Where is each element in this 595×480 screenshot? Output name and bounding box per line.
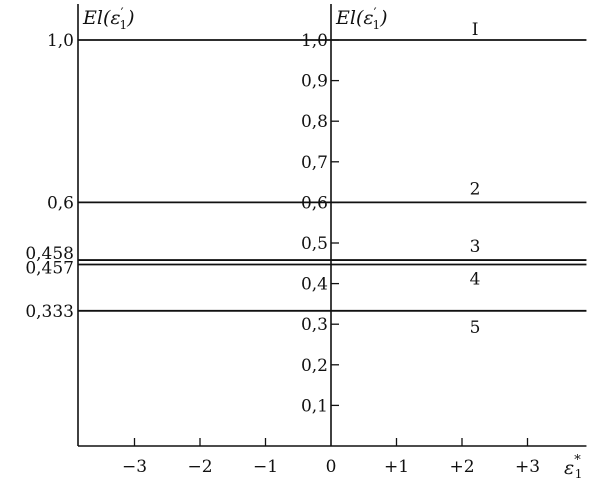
x-tick-label-7: +3 [515, 457, 540, 477]
series-label-1: I [472, 20, 479, 40]
y-tick-label-6: 0,5 [301, 234, 328, 254]
left-y-axis-title: El(ε′ 1) [82, 6, 135, 32]
left-value-label-5: 0,333 [25, 302, 74, 322]
x-axis-title: ε* 1 [564, 453, 582, 480]
y-tick-label-5: 0,6 [301, 193, 328, 213]
y-tick-label-10: 0,1 [301, 396, 328, 416]
x-tick-label-2: −2 [187, 457, 212, 477]
left-value-label-4: 0,457 [25, 258, 74, 278]
x-tick-label-5: +1 [384, 457, 409, 477]
y-tick-label-8: 0,3 [301, 315, 328, 335]
center-y-axis-title: El(ε′ 1) [335, 6, 388, 32]
axis-ticks [133, 39, 529, 446]
axis-labels: I 2 3 4 5 1,0 0,9 0,8 0,7 0,6 0,5 0,4 0,3 0,2 0,1 1,0 0,… [25, 6, 582, 480]
x-tick-label-3: −1 [253, 457, 278, 477]
series-label-5: 5 [470, 318, 481, 338]
x-tick-label-1: −3 [122, 457, 147, 477]
plot-area [77, 4, 587, 447]
series-label-2: 2 [470, 179, 481, 199]
x-tick-label-6: +2 [449, 457, 474, 477]
x-tick-label-4: 0 [326, 457, 337, 477]
y-tick-label-1: 1,0 [301, 31, 328, 51]
series-label-4: 4 [470, 270, 481, 290]
left-value-label-3: 0,458 [25, 244, 74, 264]
y-tick-label-7: 0,4 [301, 275, 328, 295]
y-tick-label-2: 0,9 [301, 72, 328, 92]
y-tick-label-4: 0,7 [301, 153, 328, 173]
left-value-label-2: 0,6 [47, 193, 74, 213]
y-tick-label-3: 0,8 [301, 112, 328, 132]
y-tick-label-9: 0,2 [301, 356, 328, 376]
series-label-3: 3 [470, 237, 481, 257]
left-value-label-1: 1,0 [47, 31, 74, 51]
